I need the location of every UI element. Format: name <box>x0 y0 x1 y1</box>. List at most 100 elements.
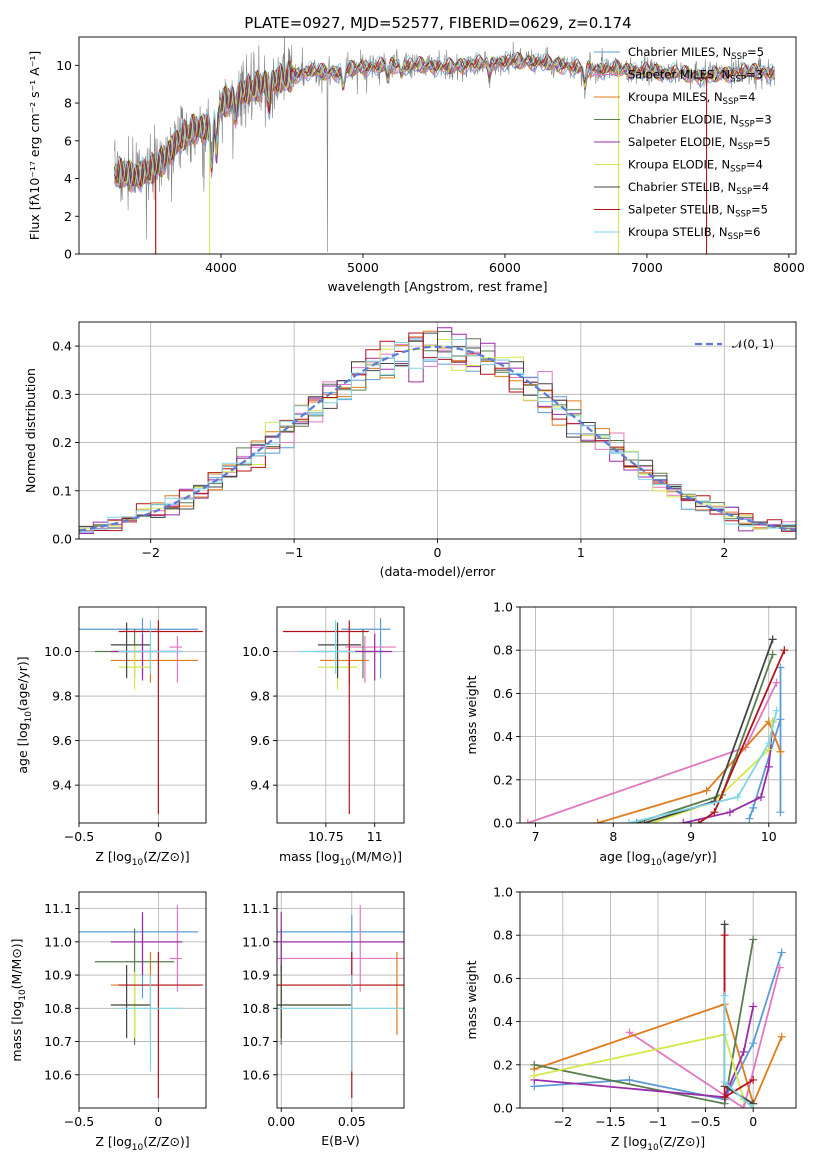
x-tick-label: 11 <box>367 829 383 844</box>
weight-marker <box>624 819 633 823</box>
weight-line <box>534 1003 783 1107</box>
weight-series-0 <box>745 663 785 823</box>
weight-marker <box>749 1039 758 1048</box>
y-tick-label: 9.4 <box>250 778 270 793</box>
plot-area <box>79 905 203 1099</box>
errorbar-point-1 <box>345 635 397 683</box>
x-axis-label: (data-model)/error <box>380 564 497 579</box>
weight-marker <box>775 963 784 972</box>
plot-area <box>277 905 404 1099</box>
legend-sub: SSP <box>723 97 739 107</box>
legend-entry-0: Chabrier MILES, NSSP=5 <box>628 45 764 62</box>
errorbar-point-6 <box>277 965 352 1039</box>
y-tick-label: 0.0 <box>52 532 72 547</box>
legend-suffix: =3 <box>755 113 772 127</box>
weight-marker <box>530 1060 539 1069</box>
weight-marker <box>625 1075 634 1084</box>
weight-marker <box>749 1104 758 1108</box>
y-tick-label: 0.1 <box>52 483 72 498</box>
weight-marker <box>764 762 773 771</box>
legend-sub: SSP <box>730 75 746 85</box>
errorbar-point-7 <box>118 951 203 1099</box>
x-axis-label-prefix: age [log <box>599 849 650 864</box>
y-tick-label: 10.7 <box>242 1034 270 1049</box>
legend-entry-2: Kroupa MILES, NSSP=4 <box>628 90 755 107</box>
x-axis-label: E(B-V) <box>321 1133 360 1148</box>
y-axis-label: Flux [fλ10⁻¹⁷ erg cm⁻² s⁻¹ A⁻¹] <box>27 51 42 240</box>
legend-suffix: =4 <box>746 158 763 172</box>
normal-reference-curve <box>79 345 796 532</box>
x-tick-label: 0 <box>154 829 162 844</box>
weight-marker <box>720 1078 729 1087</box>
legend-sub: SSP <box>728 232 744 242</box>
weight-marker <box>749 1002 758 1011</box>
legend-suffix: =5 <box>747 45 764 59</box>
weight-marker <box>702 786 711 795</box>
y-tick-label: 10.6 <box>44 1067 72 1082</box>
panel-weight_vs_age: 7 8 9 100.00.20.40.60.81.0 age [log10(age/yr… <box>464 600 797 868</box>
x-axis-label: Z [log10(Z/Z⊙)] <box>95 849 189 868</box>
y-tick-label: 0.2 <box>493 1057 513 1072</box>
ticks: −0.5 0 9.4 9.6 9.8 10.0 <box>44 644 162 844</box>
x-axis-label-sub: 10 <box>647 1143 659 1153</box>
panel-age_vs_mass: 10.75 11 9.4 9.6 9.8 10.0 mass [log10(M/M⊙)] <box>242 606 405 868</box>
y-tick-label: 0.6 <box>493 686 513 701</box>
x-tick-label: 9 <box>687 829 695 844</box>
ticks: 7 8 9 10 0.0 0.2 0.4 0.6 0.8 1.0 <box>493 600 777 845</box>
x-tick-label: 7000 <box>631 260 663 275</box>
legend-label: Kroupa ELODIE, N <box>628 158 730 172</box>
x-axis-label-prefix: Z [log <box>95 1134 131 1149</box>
axes-frame <box>276 891 405 1109</box>
weight-marker <box>739 1104 748 1108</box>
y-axis-label: mass [log10(M/M⊙)] <box>9 938 28 1061</box>
x-axis-label-prefix: Z [log <box>611 1134 647 1149</box>
y-axis-label-sub: 10 <box>18 989 28 1001</box>
plot-area <box>79 327 796 534</box>
x-tick-label: 1 <box>577 545 585 560</box>
weight-marker <box>776 715 785 724</box>
y-tick-label: 0.8 <box>493 928 513 943</box>
x-tick-label: 10.75 <box>308 829 344 844</box>
legend-label: Salpeter STELIB, N <box>628 203 735 217</box>
y-tick-label: 11.0 <box>242 934 270 949</box>
weight-line <box>628 710 778 823</box>
y-tick-label: 10.9 <box>242 968 270 983</box>
panel-weight_vs_Z: −2 −1.5 −1 −0.5 0 0.0 0.2 0.4 0.6 0.8 1.0 Z [log10(… <box>464 885 797 1153</box>
y-tick-label: 4 <box>64 171 72 186</box>
errorbar-point-4 <box>277 911 404 976</box>
weight-marker <box>725 808 734 817</box>
plot-area <box>79 618 203 815</box>
y-tick-label: 0.2 <box>52 435 72 450</box>
plot-area <box>523 635 789 823</box>
x-tick-label: −0.5 <box>64 1114 94 1129</box>
y-axis-label: mass weight <box>464 960 479 1039</box>
model-spectrum-6 <box>114 52 775 188</box>
weight-series-7 <box>694 646 789 823</box>
errorbar-point-7 <box>282 620 369 815</box>
x-axis-label-sub: 10 <box>651 858 663 868</box>
y-tick-label: 9.8 <box>52 689 72 704</box>
ticks: −2 −1 0 1 2 0.0 0.1 0.2 0.3 0.4 <box>52 339 728 560</box>
weight-marker <box>625 1028 634 1037</box>
x-tick-label: −1 <box>649 1114 667 1129</box>
y-tick-label: 10.0 <box>242 644 270 659</box>
y-tick-label: 10.9 <box>44 968 72 983</box>
weight-marker <box>764 739 773 748</box>
weight-marker <box>679 819 688 823</box>
legend-suffix: =4 <box>752 180 769 194</box>
y-tick-label: 1.0 <box>493 600 513 615</box>
weight-marker <box>739 1047 748 1056</box>
weight-series-8 <box>624 706 781 823</box>
weight-marker <box>757 793 766 802</box>
weight-marker <box>710 808 719 817</box>
ticks: 4000 5000 6000 7000 8000 0 2 4 6 8 10 <box>56 58 805 275</box>
weight-marker <box>768 635 777 644</box>
legend-label: Salpeter MILES, N <box>628 68 730 82</box>
y-tick-label: 10.6 <box>242 1067 270 1082</box>
ticks: 0.00 0.05 10.6 10.7 10.8 10.9 11.0 11.1 <box>242 901 366 1129</box>
x-axis-label-suffix: (Z/Z⊙)] <box>143 1134 189 1149</box>
x-axis-label-suffix: (age/yr)] <box>662 849 717 864</box>
weight-marker <box>777 948 786 957</box>
weight-marker <box>745 814 754 823</box>
x-tick-label: −2 <box>141 545 159 560</box>
